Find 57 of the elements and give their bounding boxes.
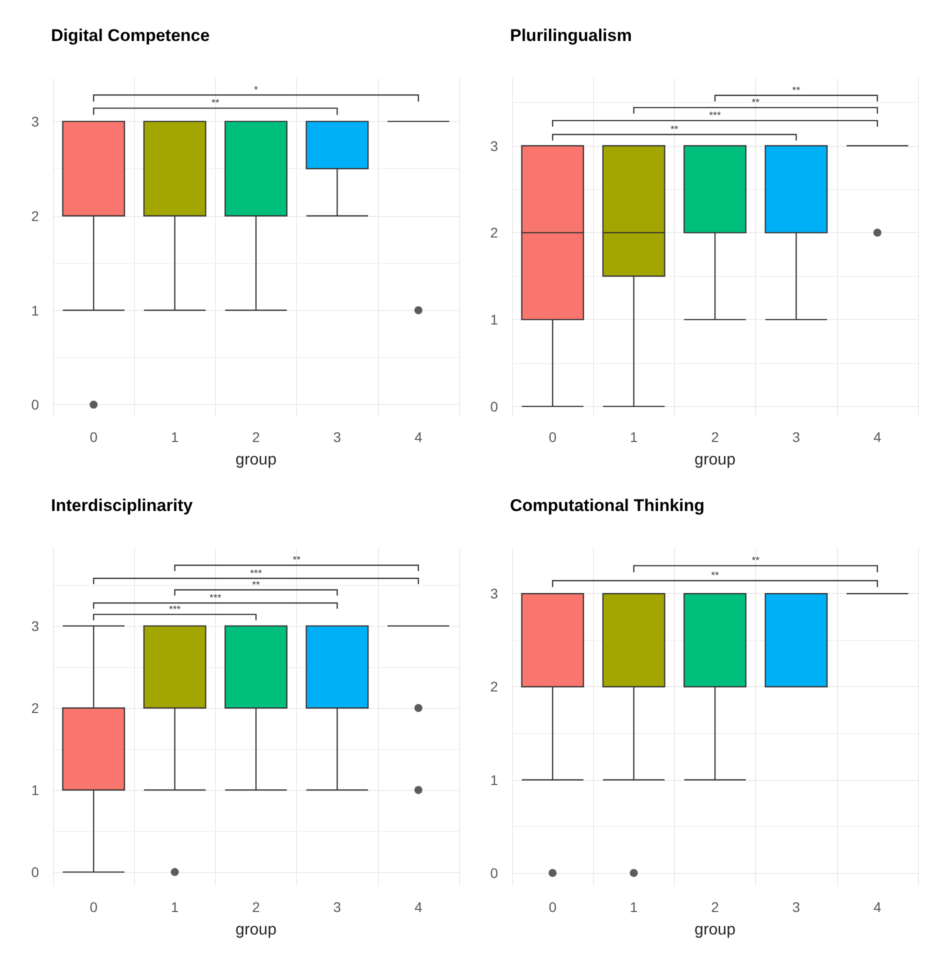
annotation: ** (792, 85, 800, 96)
x-axis-title: group (236, 922, 277, 938)
annotation: ** (252, 580, 260, 591)
chart-title: Interdisciplinarity (51, 496, 194, 515)
chart-title: Plurilingualism (510, 26, 632, 45)
x-tick-label: 2 (711, 429, 720, 445)
x-axis-title: group (694, 922, 736, 938)
annotation: *** (709, 110, 721, 122)
x-tick-label: 1 (630, 429, 638, 445)
y-tick-label: 3 (490, 138, 498, 154)
x-tick-label: 4 (874, 899, 882, 915)
chart-title: Computational Thinking (510, 496, 705, 515)
y-tick-label: 3 (31, 618, 40, 634)
annotation: ** (711, 570, 719, 582)
x-tick-label: 0 (90, 899, 98, 915)
y-tick-label: 0 (490, 864, 498, 881)
x-tick-label: 3 (792, 899, 800, 915)
y-tick-label: 3 (31, 113, 40, 130)
annotation: ** (292, 555, 301, 566)
x-tick-label: 2 (252, 899, 260, 915)
x-tick-label: 3 (333, 429, 342, 445)
x-tick-label: 3 (792, 429, 800, 445)
x-tick-label: 3 (333, 899, 342, 915)
y-tick-label: 2 (31, 208, 40, 224)
x-tick-label: 0 (548, 429, 557, 445)
y-tick-label: 1 (490, 772, 498, 788)
x-tick-label: 2 (252, 429, 260, 445)
y-tick-label: 1 (31, 782, 40, 798)
annotation: *** (168, 604, 181, 616)
annotation: ** (670, 124, 678, 136)
x-tick-label: 1 (170, 429, 179, 445)
x-tick-label: 1 (170, 899, 179, 915)
y-tick-label: 2 (490, 224, 498, 241)
x-axis-title: group (236, 452, 277, 468)
x-tick-label: 2 (711, 899, 720, 915)
y-tick-label: 0 (490, 398, 498, 414)
y-tick-label: 0 (31, 396, 40, 413)
annotation: *** (250, 568, 262, 580)
x-tick-label: 0 (548, 899, 557, 915)
x-tick-label: 4 (414, 899, 422, 915)
chart-title: Digital Competence (51, 26, 210, 45)
x-tick-label: 4 (414, 429, 422, 445)
y-tick-label: 2 (490, 678, 498, 695)
annotation: ** (212, 98, 220, 110)
y-tick-label: 0 (31, 864, 40, 880)
y-tick-label: 1 (31, 302, 40, 318)
annotation: *** (210, 592, 222, 604)
x-axis-title: group (694, 452, 736, 468)
annotation: ** (752, 556, 760, 567)
x-tick-label: 1 (630, 899, 638, 915)
x-tick-label: 0 (90, 429, 98, 445)
y-tick-label: 2 (31, 700, 40, 716)
annotation: * (254, 84, 258, 96)
y-tick-label: 3 (490, 586, 498, 602)
y-tick-label: 1 (490, 312, 498, 328)
x-tick-label: 4 (874, 429, 882, 445)
annotation: ** (752, 98, 760, 109)
